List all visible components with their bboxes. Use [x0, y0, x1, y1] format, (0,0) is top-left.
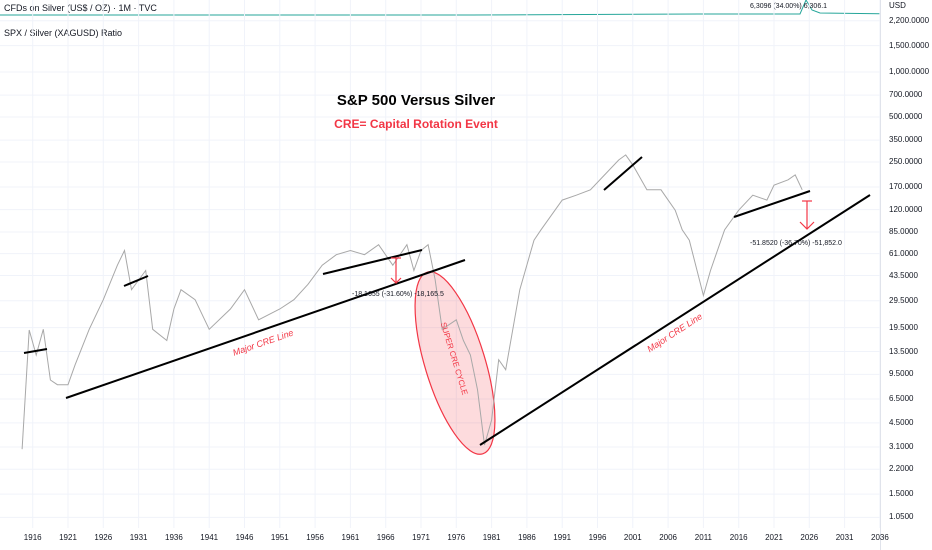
symbol-title[interactable]: CFDs on Silver (US$ / OZ) · 1M · TVC — [4, 3, 157, 13]
channel-upper-1966 — [322, 249, 423, 275]
mini-readout: 6,3096 (34.00%) 6,306.1 — [750, 3, 828, 10]
y-tick-label: 43.5000 — [889, 270, 918, 280]
x-tick-label: 1971 — [412, 533, 430, 542]
x-tick-label: 1996 — [588, 533, 607, 542]
mini-silver-chart — [0, 0, 880, 16]
x-tick-label: 2021 — [765, 533, 783, 542]
x-tick-label: 1991 — [553, 533, 572, 542]
x-tick-label: 1986 — [517, 533, 536, 542]
measure-arrows — [390, 200, 815, 284]
y-tick-label: 9.5000 — [889, 369, 914, 379]
indicator-title[interactable]: SPX / Silver (XAGUSD) Ratio — [4, 28, 123, 38]
plot-area[interactable] — [0, 0, 880, 528]
x-tick-label: 1976 — [447, 533, 466, 542]
ratio-series-line — [21, 154, 803, 450]
y-tick-label: 6.5000 — [889, 393, 914, 403]
y-tick-label: 1,000.0000 — [889, 67, 930, 76]
y-tick-label: 85.0000 — [889, 227, 918, 237]
y-tick-label: 3.1000 — [889, 442, 914, 452]
x-tick-label: 1946 — [235, 533, 254, 542]
price-axis[interactable]: USD 2,200.0000 1,500.0000 1,000.0000 700.00… — [880, 0, 932, 550]
y-tick-label: 1.5000 — [889, 489, 914, 499]
y-tick-label: 120.0000 — [889, 204, 923, 214]
x-tick-label: 1921 — [59, 533, 77, 542]
x-tick-label: 1961 — [341, 533, 360, 542]
major-cre-line-1 — [65, 259, 466, 399]
x-tick-label: 1931 — [129, 533, 148, 542]
currency-label[interactable]: USD — [889, 1, 906, 10]
x-tick-label: 2001 — [623, 533, 642, 542]
y-tick-label: 2.2000 — [889, 464, 914, 474]
x-tick-label: 2036 — [870, 533, 889, 542]
trend-lines — [23, 156, 871, 446]
y-tick-label: 500.0000 — [889, 112, 923, 121]
y-tick-label: 350.0000 — [889, 135, 923, 145]
x-tick-label: 1926 — [94, 533, 113, 542]
short-trend-2000 — [603, 156, 643, 191]
measure-label-2: -51.8520 (-36.70%) -51,852.0 — [750, 240, 842, 247]
y-tick-label: 4.5000 — [889, 417, 914, 427]
y-tick-label: 29.5000 — [889, 295, 918, 305]
chart-subtitle: CRE= Capital Rotation Event — [334, 117, 498, 131]
x-tick-label: 2006 — [659, 533, 677, 542]
chart-title: S&P 500 Versus Silver — [336, 92, 496, 109]
y-tick-label: 19.5000 — [889, 322, 918, 332]
y-tick-label: 1.0500 — [889, 512, 914, 522]
y-tick-label: 61.0000 — [889, 248, 918, 258]
x-tick-label: 2026 — [800, 533, 819, 542]
x-tick-label: 2016 — [729, 533, 748, 542]
x-tick-label: 1981 — [482, 533, 501, 542]
major-cre-line-2 — [479, 194, 871, 446]
short-trend-1 — [23, 348, 48, 354]
short-trend-2 — [123, 275, 149, 287]
symbol-header: CFDs on Silver (US$ / OZ) · 1M · TVC 6,3… — [0, 0, 880, 16]
y-tick-label: 1,500.0000 — [889, 40, 930, 50]
channel-upper-2020 — [733, 190, 811, 218]
x-tick-label: 2011 — [694, 533, 712, 542]
y-tick-label: 250.0000 — [889, 157, 923, 166]
x-tick-label: 2031 — [835, 533, 854, 542]
y-tick-label: 13.5000 — [889, 346, 918, 356]
x-tick-label: 1916 — [23, 533, 42, 542]
y-tick-label: 700.0000 — [889, 90, 923, 100]
x-tick-label: 1956 — [306, 533, 324, 542]
x-tick-label: 1966 — [376, 533, 395, 542]
x-tick-label: 1941 — [200, 533, 219, 542]
time-axis[interactable]: 1916 1921 1926 1931 1936 1941 1946 1951 1956 1961… — [0, 528, 889, 550]
y-tick-label: 2,200.0000 — [889, 15, 930, 25]
y-tick-label: 170.0000 — [889, 182, 923, 192]
x-tick-label: 1951 — [270, 533, 289, 542]
measure-label-1: -18.1655 (-31.60%) -18,165.5 — [352, 291, 444, 298]
x-tick-label: 1936 — [164, 533, 183, 542]
